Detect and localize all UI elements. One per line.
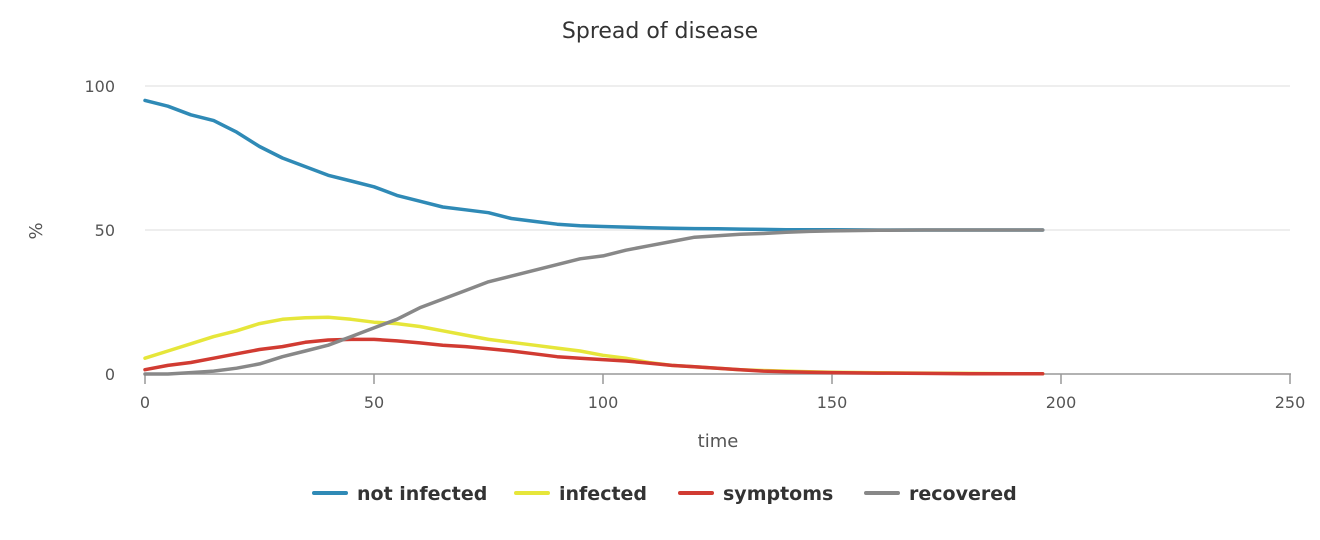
legend-label: symptoms bbox=[723, 483, 833, 505]
x-tick-label: 200 bbox=[1046, 393, 1077, 412]
y-tick-label: 0 bbox=[105, 365, 115, 384]
y-axis-title: % bbox=[26, 222, 47, 239]
x-tick-label: 100 bbox=[588, 393, 619, 412]
x-tick-label: 0 bbox=[140, 393, 150, 412]
grid bbox=[145, 85, 1290, 231]
x-tick-label: 250 bbox=[1275, 393, 1306, 412]
axes: 0 50 100 0 50 100 150 200 250 bbox=[84, 77, 1305, 412]
legend-item-infected[interactable]: infected bbox=[514, 483, 647, 505]
x-tick-label: 50 bbox=[364, 393, 384, 412]
legend: not infected infected symptoms recovered bbox=[312, 483, 1017, 505]
legend-item-symptoms[interactable]: symptoms bbox=[678, 483, 833, 505]
series-line-not-infected bbox=[143, 98, 1045, 232]
chart-title: Spread of disease bbox=[562, 19, 758, 44]
legend-label: infected bbox=[559, 483, 647, 505]
legend-item-not-infected[interactable]: not infected bbox=[312, 483, 487, 505]
series-line-symptoms bbox=[143, 337, 1045, 376]
x-axis-title: time bbox=[698, 431, 739, 452]
x-tick-label: 150 bbox=[817, 393, 848, 412]
legend-label: not infected bbox=[357, 483, 487, 505]
series-line-recovered bbox=[143, 228, 1045, 376]
y-tick-label: 100 bbox=[84, 77, 115, 96]
legend-item-recovered[interactable]: recovered bbox=[864, 483, 1017, 505]
y-tick-label: 50 bbox=[95, 221, 115, 240]
legend-label: recovered bbox=[909, 483, 1017, 505]
series-lines bbox=[143, 98, 1045, 376]
